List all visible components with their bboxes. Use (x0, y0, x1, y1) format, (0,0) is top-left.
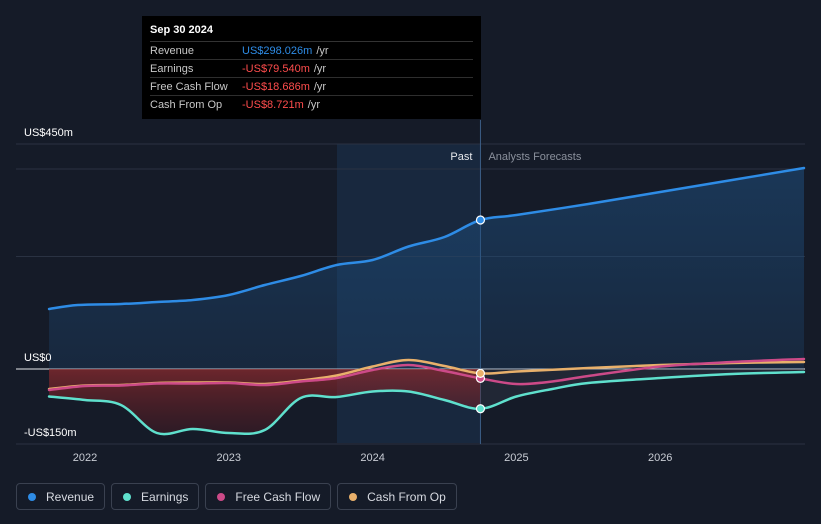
tooltip-label: Revenue (150, 44, 195, 57)
tooltip-label: Earnings (150, 62, 194, 75)
legend-label: Cash From Op (367, 489, 446, 504)
x-tick-label: 2023 (217, 452, 241, 464)
legend: Revenue Earnings Free Cash Flow Cash Fro… (16, 483, 457, 510)
tooltip-unit: /yr (313, 80, 327, 93)
legend-item-cash-from-op[interactable]: Cash From Op (337, 483, 457, 510)
tooltip-value: -US$18.686m (242, 80, 310, 93)
revenue-area (49, 168, 805, 369)
tooltip: Sep 30 2024 Revenue US$298.026m /yr Earn… (142, 16, 481, 119)
tooltip-row-revenue: Revenue US$298.026m /yr (150, 42, 473, 60)
tooltip-date: Sep 30 2024 (150, 24, 473, 42)
legend-item-free-cash-flow[interactable]: Free Cash Flow (205, 483, 332, 510)
earnings-area (49, 369, 481, 435)
earnings-forecast-area (480, 369, 804, 409)
legend-dot-icon (217, 492, 226, 501)
cash-from-op-marker (475, 368, 486, 378)
x-tick-label: 2026 (648, 452, 672, 464)
y-label-zero: US$0 (24, 352, 52, 364)
revenue-marker (475, 215, 486, 225)
tooltip-value: US$298.026m (242, 44, 313, 57)
tooltip-value: -US$79.540m (242, 62, 310, 75)
y-label-top: US$450m (24, 127, 73, 139)
y-label-bottom: -US$150m (24, 427, 77, 439)
tooltip-row-cfo: Cash From Op -US$8.721m /yr (150, 96, 473, 113)
tooltip-unit: /yr (313, 62, 327, 75)
legend-label: Free Cash Flow (235, 489, 321, 504)
legend-item-revenue[interactable]: Revenue (16, 483, 106, 510)
x-tick-label: 2024 (360, 452, 384, 464)
tooltip-value: -US$8.721m (242, 98, 304, 111)
legend-label: Earnings (141, 489, 189, 504)
legend-dot-icon (123, 492, 132, 501)
earnings-line (47, 370, 806, 436)
legend-label: Revenue (46, 489, 95, 504)
legend-dot-icon (349, 492, 358, 501)
tooltip-unit: /yr (307, 98, 320, 111)
earnings-marker (475, 404, 486, 414)
legend-dot-icon (28, 492, 36, 501)
legend-item-earnings[interactable]: Earnings (111, 483, 200, 510)
tooltip-row-fcf: Free Cash Flow -US$18.686m /yr (150, 78, 473, 96)
tooltip-label: Cash From Op (150, 98, 223, 111)
x-tick-label: 2022 (73, 452, 97, 464)
free-cash-flow-line (47, 357, 806, 392)
tooltip-unit: /yr (316, 44, 329, 57)
tooltip-row-earnings: Earnings -US$79.540m /yr (150, 60, 473, 78)
revenue-line (47, 166, 806, 311)
tooltip-label: Free Cash Flow (150, 80, 228, 93)
forecast-label: Analysts Forecasts (488, 151, 581, 163)
past-label: Past (450, 151, 472, 163)
x-tick-label: 2025 (504, 452, 528, 464)
